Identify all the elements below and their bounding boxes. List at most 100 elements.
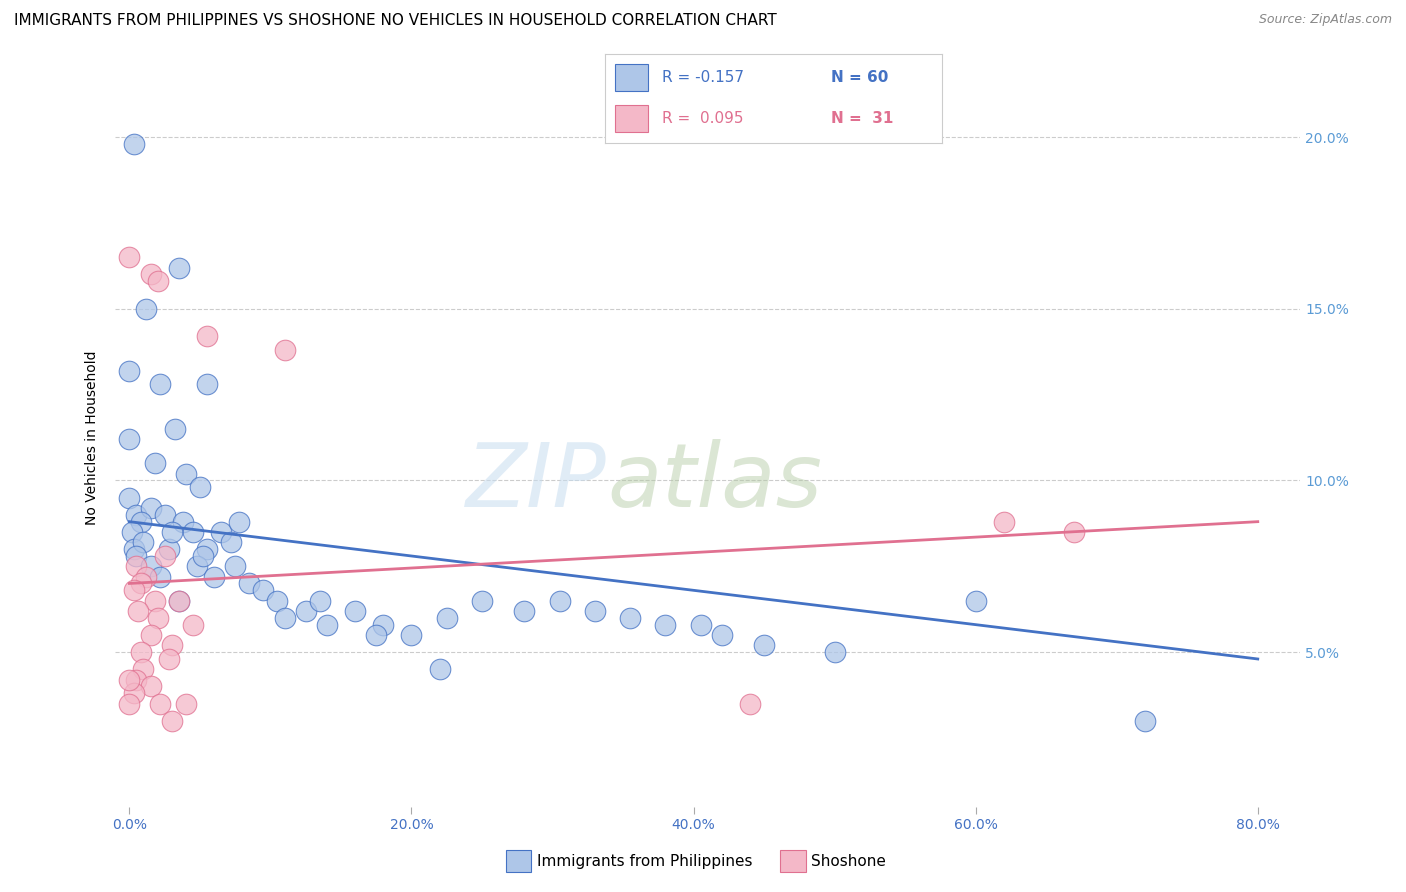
Text: R = -0.157: R = -0.157 xyxy=(662,70,744,85)
Point xyxy=(125,559,148,574)
Point xyxy=(266,593,288,607)
Point xyxy=(1063,524,1085,539)
Y-axis label: No Vehicles in Household: No Vehicles in Household xyxy=(86,351,100,524)
Point xyxy=(125,673,148,687)
Point xyxy=(149,697,172,711)
Point xyxy=(149,377,172,392)
Point xyxy=(191,549,214,563)
Point xyxy=(146,274,169,288)
Point xyxy=(135,569,157,583)
Point xyxy=(710,628,733,642)
Point xyxy=(429,662,451,676)
Point xyxy=(139,680,162,694)
Point xyxy=(224,559,246,574)
Point xyxy=(824,645,846,659)
Point xyxy=(118,491,141,505)
Point xyxy=(146,611,169,625)
Point xyxy=(127,604,149,618)
Point xyxy=(273,611,295,625)
Point xyxy=(209,524,232,539)
Point xyxy=(167,593,190,607)
Point xyxy=(172,515,194,529)
Point xyxy=(273,343,295,357)
Point xyxy=(139,628,162,642)
Point xyxy=(118,432,141,446)
Point xyxy=(186,559,208,574)
Point xyxy=(118,363,141,377)
Point xyxy=(219,535,242,549)
Text: atlas: atlas xyxy=(607,439,823,524)
Text: Source: ZipAtlas.com: Source: ZipAtlas.com xyxy=(1258,13,1392,27)
Point xyxy=(122,136,145,151)
Point xyxy=(436,611,458,625)
Point xyxy=(143,593,166,607)
Point xyxy=(252,583,274,598)
Point xyxy=(160,638,183,652)
Point xyxy=(129,645,152,659)
Point xyxy=(160,524,183,539)
Text: N = 60: N = 60 xyxy=(831,70,889,85)
Point xyxy=(965,593,987,607)
Point xyxy=(167,593,190,607)
Point xyxy=(121,524,143,539)
Point xyxy=(135,301,157,316)
Point xyxy=(993,515,1015,529)
Point xyxy=(157,542,180,557)
Point xyxy=(167,260,190,275)
Point xyxy=(1133,714,1156,728)
Point xyxy=(143,456,166,470)
Point xyxy=(228,515,250,529)
Point xyxy=(181,524,204,539)
FancyBboxPatch shape xyxy=(614,64,648,91)
Point xyxy=(689,617,711,632)
Point xyxy=(122,583,145,598)
Point xyxy=(122,542,145,557)
Point xyxy=(366,628,388,642)
Text: IMMIGRANTS FROM PHILIPPINES VS SHOSHONE NO VEHICLES IN HOUSEHOLD CORRELATION CHA: IMMIGRANTS FROM PHILIPPINES VS SHOSHONE … xyxy=(14,13,776,29)
Point xyxy=(163,422,186,436)
Point xyxy=(294,604,316,618)
Point xyxy=(174,467,197,481)
Point xyxy=(118,673,141,687)
Point xyxy=(139,559,162,574)
Point xyxy=(401,628,423,642)
Point xyxy=(122,686,145,700)
Point xyxy=(174,697,197,711)
Point xyxy=(195,377,218,392)
Point xyxy=(738,697,761,711)
Text: R =  0.095: R = 0.095 xyxy=(662,112,744,126)
Point xyxy=(315,617,337,632)
Point xyxy=(157,652,180,666)
Text: N =  31: N = 31 xyxy=(831,112,893,126)
Point xyxy=(118,697,141,711)
Point xyxy=(160,714,183,728)
Point xyxy=(125,508,148,522)
Point xyxy=(238,576,260,591)
Point xyxy=(583,604,606,618)
Point xyxy=(654,617,676,632)
Point xyxy=(132,535,155,549)
Point xyxy=(619,611,641,625)
Point xyxy=(132,662,155,676)
Point xyxy=(139,268,162,282)
Point xyxy=(129,515,152,529)
Point xyxy=(195,542,218,557)
Point xyxy=(125,549,148,563)
Point xyxy=(153,549,176,563)
Text: Immigrants from Philippines: Immigrants from Philippines xyxy=(537,855,752,869)
Text: ZIP: ZIP xyxy=(467,439,607,524)
Point xyxy=(548,593,571,607)
Point xyxy=(344,604,367,618)
Point xyxy=(181,617,204,632)
Point xyxy=(188,480,211,494)
Point xyxy=(373,617,395,632)
Point xyxy=(308,593,330,607)
FancyBboxPatch shape xyxy=(614,105,648,132)
Point xyxy=(118,250,141,264)
Point xyxy=(202,569,225,583)
Point xyxy=(139,500,162,515)
Point xyxy=(195,329,218,343)
Point xyxy=(149,569,172,583)
Point xyxy=(153,508,176,522)
Point xyxy=(471,593,494,607)
